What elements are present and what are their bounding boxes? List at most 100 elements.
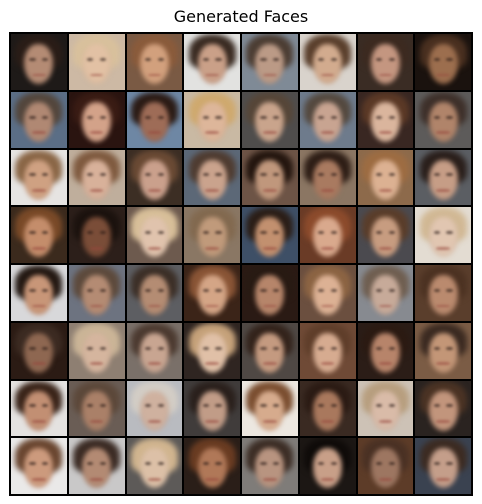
face-region [313, 101, 343, 142]
face-region [82, 217, 112, 258]
right-eye [99, 57, 107, 61]
mouth [378, 304, 393, 308]
face-region [197, 44, 227, 85]
face-thumbnail [357, 149, 414, 206]
face-region [24, 275, 54, 316]
left-eye [260, 57, 267, 61]
face-region [82, 159, 112, 200]
face-thumbnail [11, 265, 67, 321]
left-eye [144, 57, 152, 61]
face-region [197, 159, 227, 200]
mouth [32, 73, 46, 77]
face-region [313, 332, 343, 373]
face-thumbnail [242, 149, 298, 206]
face-thumbnail [184, 91, 240, 148]
mouth [378, 131, 393, 135]
mouth [263, 73, 277, 77]
face-thumbnail [126, 322, 183, 379]
mouth [436, 362, 450, 366]
right-eye [99, 173, 107, 177]
mouth [320, 304, 335, 308]
left-eye [318, 231, 325, 234]
right-eye [388, 231, 395, 234]
mouth [147, 189, 162, 192]
left-eye [260, 173, 267, 177]
mouth [89, 304, 104, 308]
face-thumbnail [126, 149, 183, 206]
right-eye [446, 231, 453, 234]
left-eye [433, 462, 440, 465]
left-eye [375, 57, 383, 61]
right-eye [157, 404, 164, 408]
left-eye [144, 346, 152, 350]
face-region [313, 448, 343, 489]
face-thumbnail [126, 438, 183, 494]
right-eye [215, 173, 222, 177]
face-thumbnail [68, 149, 125, 206]
right-eye [215, 231, 222, 234]
mouth [320, 131, 335, 135]
left-eye [433, 173, 440, 177]
mouth [263, 304, 277, 308]
mouth [89, 420, 104, 423]
mouth [263, 420, 277, 423]
right-eye [446, 346, 453, 350]
face-region [82, 101, 112, 142]
face-thumbnail [126, 91, 183, 148]
right-eye [157, 288, 164, 292]
left-eye [87, 404, 94, 408]
right-eye [330, 115, 338, 119]
right-eye [388, 346, 395, 350]
face-region [370, 217, 400, 258]
face-region [82, 390, 112, 431]
left-eye [375, 462, 383, 465]
mouth [32, 420, 46, 423]
right-eye [273, 57, 280, 61]
face-thumbnail [11, 438, 67, 494]
mouth [32, 246, 46, 250]
face-region [197, 448, 227, 489]
left-eye [318, 346, 325, 350]
right-eye [388, 404, 395, 408]
right-eye [42, 57, 49, 61]
right-eye [215, 115, 222, 119]
right-eye [99, 462, 107, 465]
mouth [436, 131, 450, 135]
face-region [428, 390, 458, 431]
figure-title: Generated Faces [173, 7, 309, 26]
face-region [24, 101, 54, 142]
mouth [205, 362, 219, 366]
face-region [24, 332, 54, 373]
right-eye [273, 346, 280, 350]
mouth [320, 73, 335, 77]
mouth [378, 189, 393, 192]
face-region [139, 159, 169, 200]
right-eye [157, 231, 164, 234]
face-region [24, 159, 54, 200]
face-region [139, 217, 169, 258]
mouth [436, 189, 450, 192]
mouth [436, 420, 450, 423]
right-eye [446, 288, 453, 292]
right-eye [330, 231, 338, 234]
mouth [205, 73, 219, 77]
right-eye [273, 173, 280, 177]
face-thumbnail [242, 207, 298, 263]
right-eye [273, 115, 280, 119]
face-thumbnail [11, 91, 67, 148]
left-eye [260, 231, 267, 234]
face-thumbnail [68, 207, 125, 263]
face-thumbnail [415, 438, 471, 494]
mouth [263, 131, 277, 135]
right-eye [446, 404, 453, 408]
left-eye [87, 462, 94, 465]
face-region [139, 390, 169, 431]
face-thumbnail [184, 322, 240, 379]
mouth [32, 362, 46, 366]
right-eye [330, 288, 338, 292]
face-region [24, 217, 54, 258]
face-region [370, 44, 400, 85]
left-eye [29, 115, 36, 119]
face-region [82, 448, 112, 489]
mouth [205, 246, 219, 250]
